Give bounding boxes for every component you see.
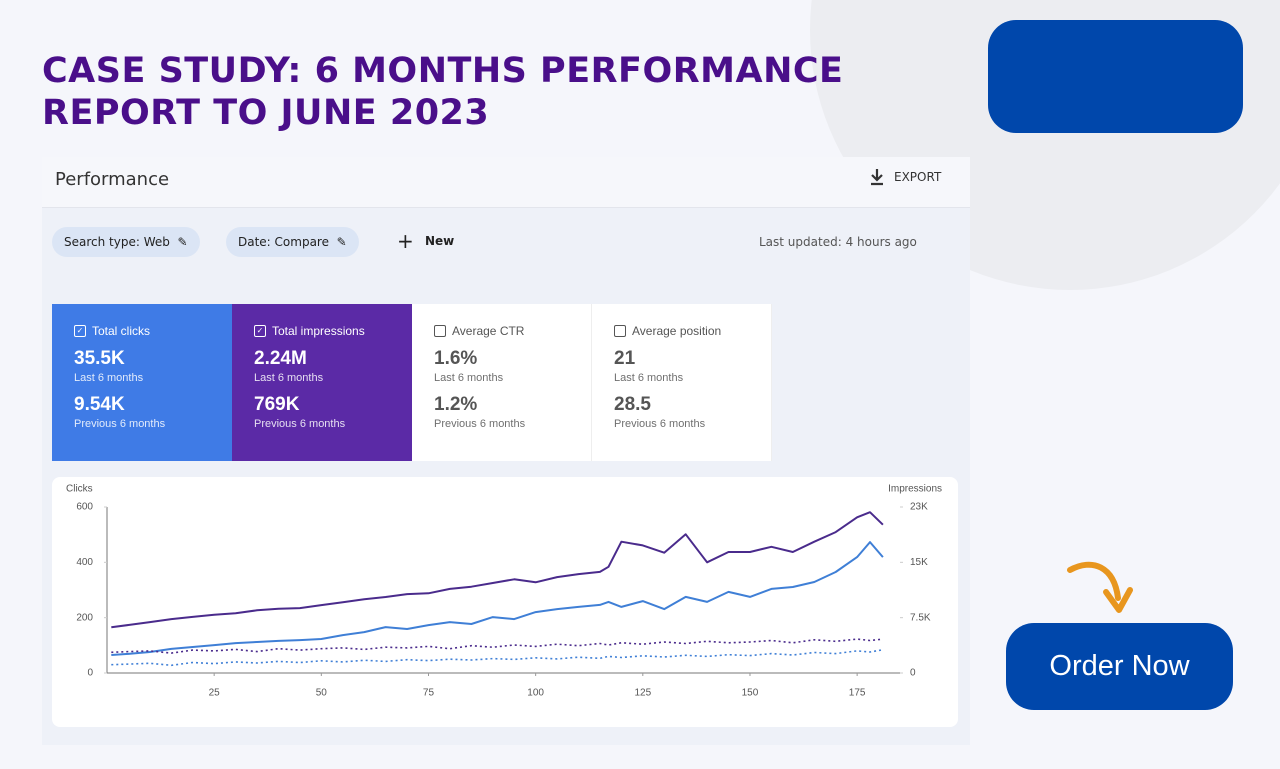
metric-current: 1.6% bbox=[434, 348, 478, 369]
metric-label-row: ✓ Total impressions bbox=[254, 324, 392, 338]
plus-icon[interactable]: + bbox=[397, 229, 414, 253]
y-axis-label: Clicks bbox=[66, 484, 93, 495]
metric-card[interactable]: Average position 21 Last 6 months 28.5 Previ… bbox=[592, 304, 772, 461]
checkbox bbox=[614, 325, 626, 337]
metric-label: Total impressions bbox=[272, 324, 365, 338]
logo-box bbox=[988, 20, 1243, 133]
headline-line: REPORT TO JUNE 2023 bbox=[42, 93, 490, 133]
y2-tick-label: 15K bbox=[910, 557, 928, 568]
metric-current-period: Last 6 months bbox=[74, 372, 144, 384]
new-filter[interactable]: New bbox=[425, 234, 455, 248]
metric-current: 2.24M bbox=[254, 348, 307, 369]
metric-previous: 28.5 bbox=[614, 394, 651, 415]
panel-title: Performance bbox=[55, 169, 170, 190]
metric-previous: 9.54K bbox=[74, 394, 125, 415]
y2-axis-label: Impressions bbox=[888, 484, 942, 495]
last-updated: Last updated: 4 hours ago bbox=[759, 235, 917, 249]
chart: Clicks Impressions 0 200 400 600 0 7.5K 15K 23K 25… bbox=[66, 484, 942, 699]
metric-previous: 769K bbox=[254, 394, 300, 415]
y2-tick-label: 23K bbox=[910, 502, 928, 513]
metric-previous-period: Previous 6 months bbox=[614, 418, 706, 430]
y-tick-label: 0 bbox=[87, 668, 93, 679]
y2-tick-label: 7.5K bbox=[910, 612, 931, 623]
metric-card[interactable]: Average CTR 1.6% Last 6 months 1.2% Previous… bbox=[412, 304, 592, 461]
chart-container: Clicks Impressions 0 200 400 600 0 7.5K 15K 23K 25… bbox=[52, 477, 958, 727]
y-tick-label: 400 bbox=[76, 557, 93, 568]
metric-label-row: ✓ Total clicks bbox=[74, 324, 212, 338]
filter-chip[interactable]: Search type: Web ✎ bbox=[52, 227, 200, 257]
filter-text: Search type: Web bbox=[64, 235, 170, 249]
y2-tick-label: 0 bbox=[910, 668, 916, 679]
panel-header: Performance EXPORT bbox=[42, 157, 970, 208]
x-tick-label: 50 bbox=[316, 688, 328, 699]
y-tick-label: 600 bbox=[76, 502, 93, 513]
metric-label-row: Average CTR bbox=[434, 324, 571, 338]
x-tick-label: 100 bbox=[527, 688, 544, 699]
order-button[interactable]: Order Now bbox=[1006, 623, 1233, 710]
metric-label: Average CTR bbox=[452, 324, 525, 338]
headline-line: CASE STUDY: 6 MONTHS PERFORMANCE bbox=[42, 51, 844, 91]
metric-current: 35.5K bbox=[74, 348, 125, 369]
metric-current-period: Last 6 months bbox=[254, 372, 324, 384]
series-line bbox=[111, 649, 884, 667]
x-tick-label: 125 bbox=[634, 688, 651, 699]
performance-panel: Performance EXPORT Search type: Web ✎ Da… bbox=[42, 157, 970, 745]
series-line bbox=[111, 638, 883, 654]
x-tick-label: 25 bbox=[209, 688, 221, 699]
checkbox bbox=[434, 325, 446, 337]
series-line bbox=[111, 541, 884, 656]
metric-current: 21 bbox=[614, 348, 636, 369]
metric-current-period: Last 6 months bbox=[614, 372, 684, 384]
checkbox: ✓ bbox=[74, 325, 86, 337]
metric-label: Total clicks bbox=[92, 324, 151, 338]
filter-text: Date: Compare bbox=[238, 235, 329, 249]
x-tick-label: 75 bbox=[423, 688, 435, 699]
x-tick-label: 150 bbox=[742, 688, 759, 699]
metric-card[interactable]: ✓ Total impressions 2.24M Last 6 months 769K… bbox=[232, 304, 412, 461]
metric-previous-period: Previous 6 months bbox=[254, 418, 346, 430]
metric-previous-period: Previous 6 months bbox=[74, 418, 166, 430]
metric-card[interactable]: ✓ Total clicks 35.5K Last 6 months 9.54K Prev… bbox=[52, 304, 232, 461]
export-button[interactable]: EXPORT bbox=[894, 170, 942, 184]
headline: CASE STUDY: 6 MONTHS PERFORMANCE REPORT … bbox=[42, 50, 843, 134]
arrow-icon bbox=[1067, 561, 1133, 613]
metric-label: Average position bbox=[632, 324, 722, 338]
metric-label-row: Average position bbox=[614, 324, 751, 338]
metric-previous: 1.2% bbox=[434, 394, 478, 415]
export-icon[interactable] bbox=[868, 167, 886, 187]
checkbox: ✓ bbox=[254, 325, 266, 337]
metric-previous-period: Previous 6 months bbox=[434, 418, 526, 430]
filter-chip[interactable]: Date: Compare ✎ bbox=[226, 227, 359, 257]
metric-current-period: Last 6 months bbox=[434, 372, 504, 384]
x-tick-label: 175 bbox=[849, 688, 866, 699]
series-line bbox=[111, 511, 884, 629]
y-tick-label: 200 bbox=[76, 612, 93, 623]
